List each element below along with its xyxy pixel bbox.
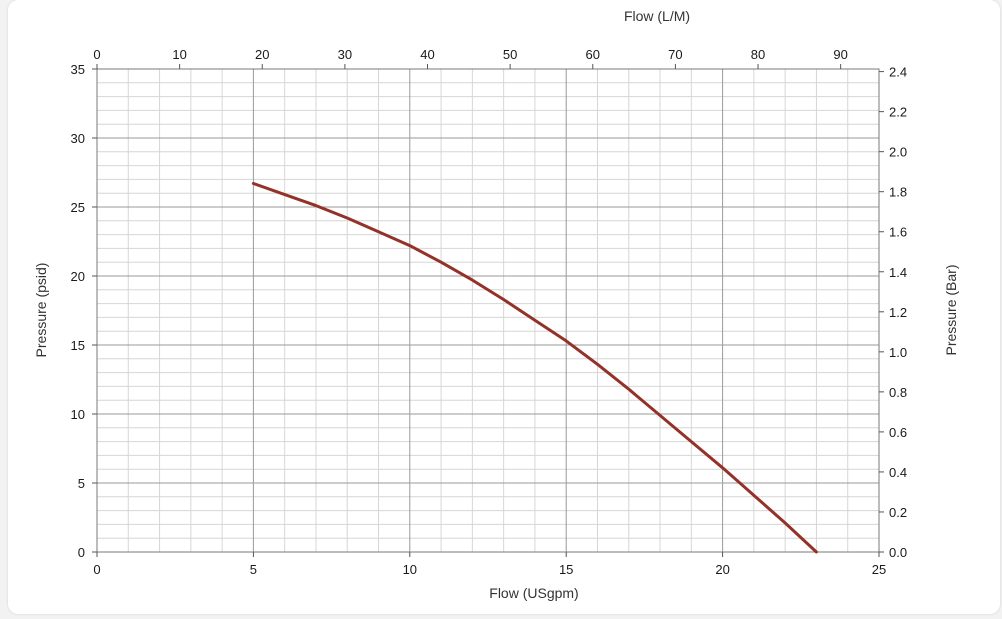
y-tick-label: 5 <box>78 476 85 491</box>
tick-marks <box>92 64 884 557</box>
x2-tick-label: 10 <box>172 47 186 62</box>
x2-axis-title: Flow (L/M) <box>624 8 690 24</box>
x2-tick-label: 80 <box>751 47 765 62</box>
x2-tick-label: 20 <box>255 47 269 62</box>
x2-tick-label: 30 <box>338 47 352 62</box>
y2-tick-label: 1.0 <box>889 345 907 360</box>
x2-tick-label: 0 <box>93 47 100 62</box>
y2-tick-label: 2.0 <box>889 145 907 160</box>
minor-grid <box>97 69 879 552</box>
x2-tick-label: 90 <box>833 47 847 62</box>
x2-tick-label: 40 <box>420 47 434 62</box>
y2-tick-label: 2.4 <box>889 65 907 80</box>
y-tick-label: 10 <box>71 407 85 422</box>
y2-tick-label: 0.2 <box>889 505 907 520</box>
x-axis-title: Flow (USgpm) <box>489 585 578 601</box>
series-layer <box>251 182 818 554</box>
y-tick-label: 25 <box>71 200 85 215</box>
y-tick-label: 0 <box>78 545 85 560</box>
y2-tick-label: 0.6 <box>889 425 907 440</box>
x2-tick-label: 70 <box>668 47 682 62</box>
y-tick-label: 35 <box>71 62 85 77</box>
y-tick-label: 30 <box>71 131 85 146</box>
x2-tick-label: 50 <box>503 47 517 62</box>
pressure-flow-curve <box>251 182 818 554</box>
plot-border <box>96 68 880 553</box>
y2-tick-label: 1.6 <box>889 225 907 240</box>
y2-axis-title: Pressure (Bar) <box>943 264 959 355</box>
x-tick-label: 10 <box>403 562 417 577</box>
y2-tick-label: 1.2 <box>889 305 907 320</box>
x-tick-label: 5 <box>250 562 257 577</box>
x-tick-label: 0 <box>93 562 100 577</box>
tick-labels: 0 5 10 15 20 25 0 10 20 30 40 50 60 70 80 90 0 5 10 15 20 25 3… <box>71 47 908 577</box>
major-grid <box>97 69 879 552</box>
y2-tick-label: 2.2 <box>889 105 907 120</box>
x-tick-label: 15 <box>559 562 573 577</box>
y2-tick-label: 1.4 <box>889 265 907 280</box>
x-tick-label: 25 <box>872 562 886 577</box>
x2-tick-label: 60 <box>586 47 600 62</box>
y2-tick-label: 0.0 <box>889 545 907 560</box>
y2-tick-label: 1.8 <box>889 185 907 200</box>
y-tick-label: 20 <box>71 269 85 284</box>
y2-tick-label: 0.4 <box>889 465 907 480</box>
chart-card: 0 5 10 15 20 25 0 10 20 30 40 50 60 70 80 90 0 5 10 15 20 25 3… <box>8 0 1000 614</box>
y-axis-title: Pressure (psid) <box>33 263 49 358</box>
plot-frame <box>96 68 880 553</box>
flow-pressure-chart: 0 5 10 15 20 25 0 10 20 30 40 50 60 70 80 90 0 5 10 15 20 25 3… <box>33 8 959 601</box>
y2-tick-label: 0.8 <box>889 385 907 400</box>
x-tick-label: 20 <box>715 562 729 577</box>
y-tick-label: 15 <box>71 338 85 353</box>
